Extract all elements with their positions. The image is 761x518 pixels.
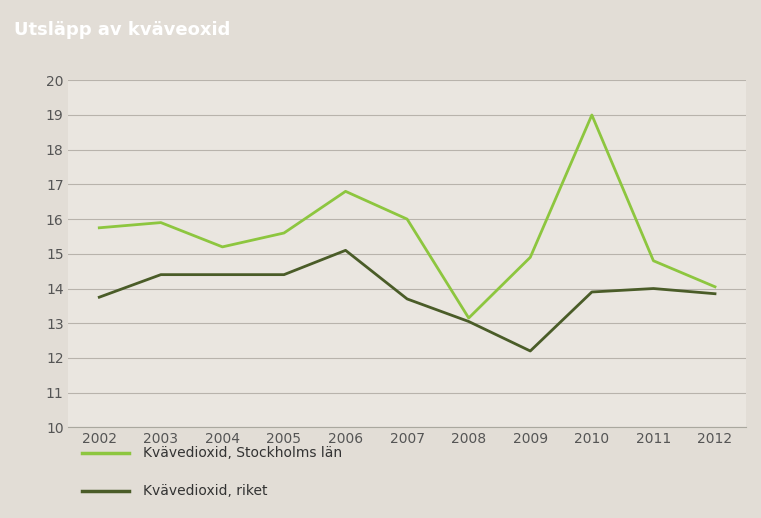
Text: Utsläpp av kväveoxid: Utsläpp av kväveoxid	[14, 21, 230, 39]
Text: Kvävedioxid, riket: Kvävedioxid, riket	[143, 484, 268, 498]
Text: Kvävedioxid, Stockholms län: Kvävedioxid, Stockholms län	[143, 446, 342, 460]
